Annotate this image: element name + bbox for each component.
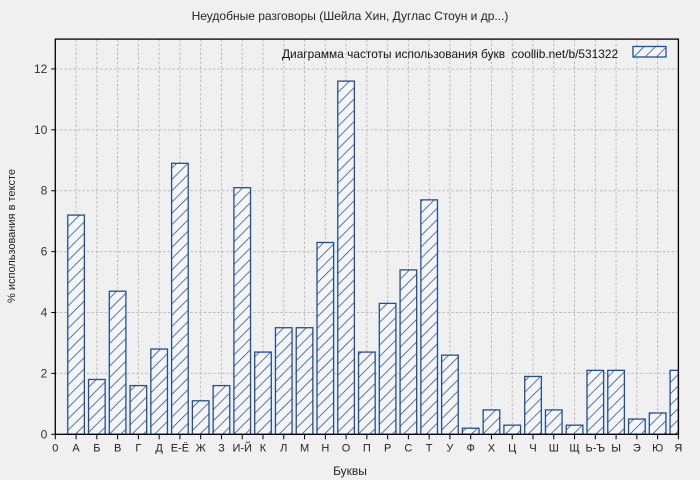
svg-text:О: О: [342, 442, 351, 454]
svg-text:Р: Р: [384, 442, 391, 454]
svg-text:6: 6: [41, 245, 48, 259]
svg-text:Я: Я: [674, 442, 682, 454]
svg-text:0: 0: [52, 442, 58, 454]
svg-text:2: 2: [41, 366, 48, 380]
svg-text:Ь-Ъ: Ь-Ъ: [586, 442, 606, 454]
svg-text:0: 0: [41, 427, 48, 441]
svg-text:У: У: [446, 442, 454, 454]
svg-text:Н: Н: [321, 442, 329, 454]
svg-text:К: К: [260, 442, 267, 454]
svg-text:З: З: [218, 442, 225, 454]
svg-text:М: М: [300, 442, 309, 454]
svg-text:Е-Ё: Е-Ё: [171, 442, 189, 454]
svg-text:Ш: Ш: [549, 442, 559, 454]
svg-text:И-Й: И-Й: [232, 441, 251, 454]
svg-text:Б: Б: [93, 442, 100, 454]
svg-text:Ч: Ч: [529, 442, 536, 454]
svg-text:Щ: Щ: [569, 442, 579, 454]
svg-text:10: 10: [34, 123, 48, 137]
svg-text:12: 12: [34, 62, 48, 76]
svg-text:Л: Л: [280, 442, 287, 454]
svg-text:8: 8: [41, 184, 48, 198]
svg-text:Ы: Ы: [611, 442, 621, 454]
svg-text:Ю: Ю: [652, 442, 663, 454]
svg-text:Т: Т: [426, 442, 433, 454]
svg-text:Ж: Ж: [196, 442, 206, 454]
svg-text:4: 4: [41, 306, 48, 320]
svg-text:Ц: Ц: [508, 442, 516, 454]
svg-text:Ф: Ф: [467, 442, 475, 454]
svg-text:А: А: [72, 442, 80, 454]
svg-text:В: В: [114, 442, 121, 454]
svg-text:Э: Э: [633, 442, 641, 454]
svg-text:Г: Г: [135, 442, 141, 454]
svg-text:С: С: [404, 442, 412, 454]
svg-text:Д: Д: [155, 442, 163, 454]
svg-text:П: П: [363, 442, 371, 454]
svg-text:Х: Х: [488, 442, 496, 454]
